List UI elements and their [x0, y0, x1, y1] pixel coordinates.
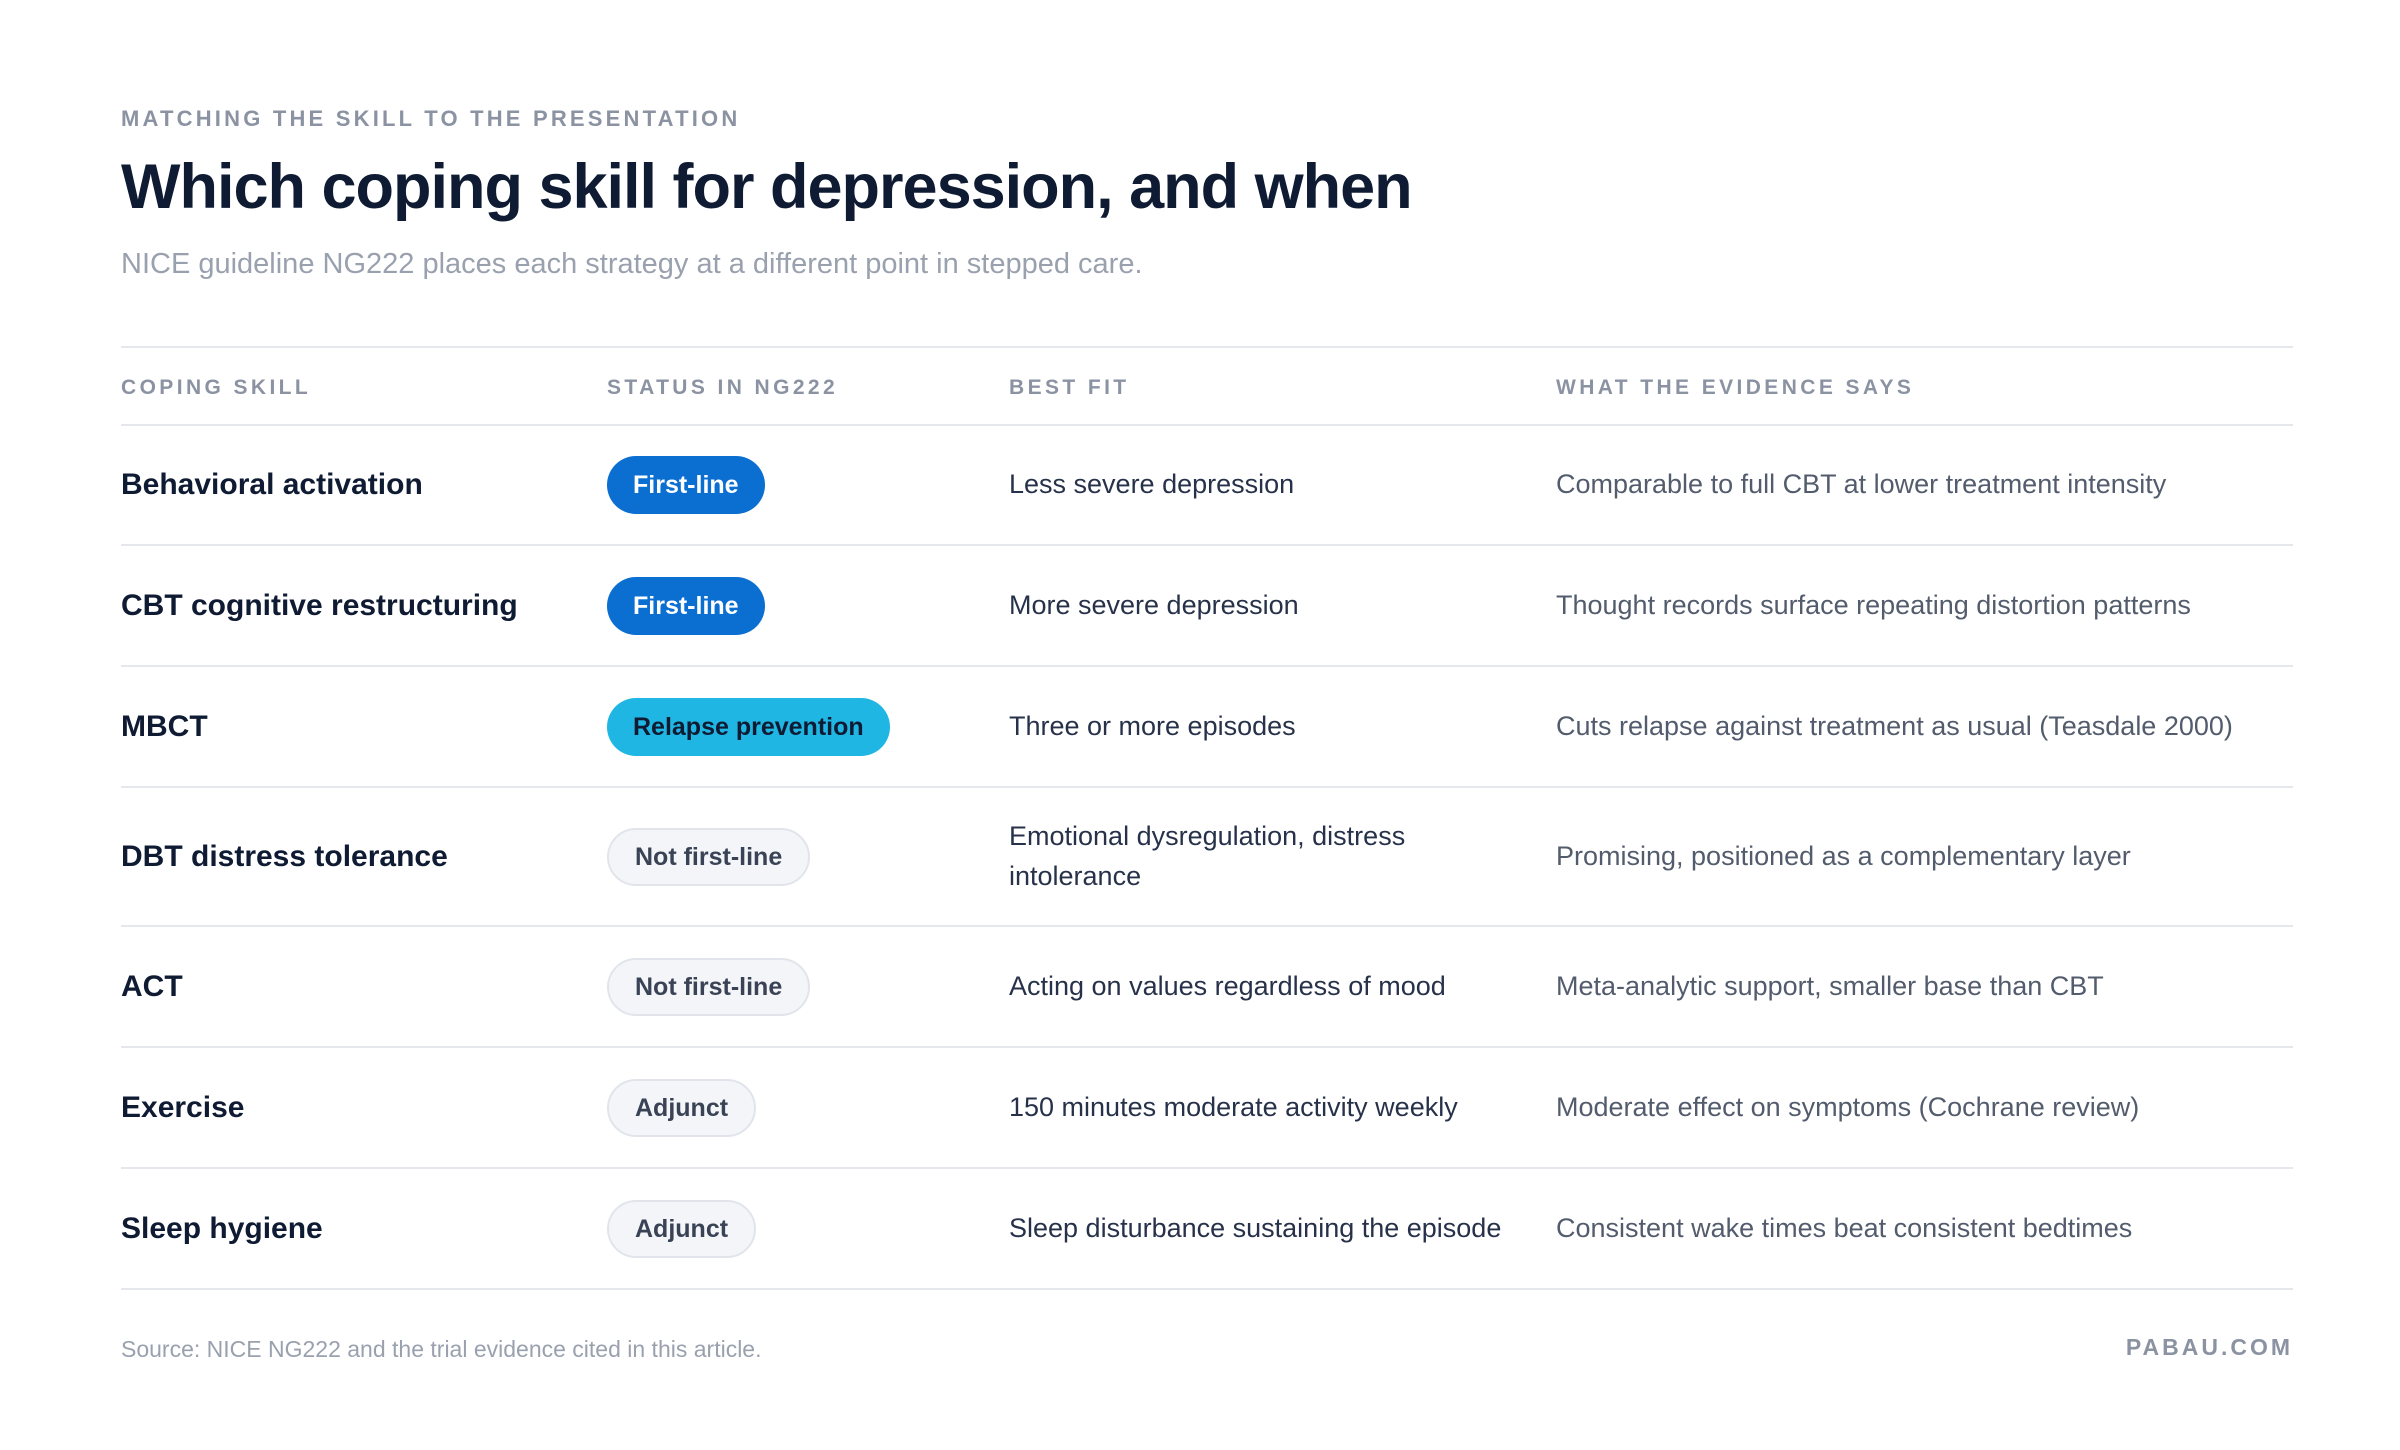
evidence: Promising, positioned as a complementary… — [1556, 840, 2131, 871]
column-header-evidence: WHAT THE EVIDENCE SAYS — [1556, 376, 1915, 399]
best-fit: 150 minutes moderate activity weekly — [1009, 1091, 1458, 1122]
evidence: Moderate effect on symptoms (Cochrane re… — [1556, 1091, 2140, 1122]
column-header-best-fit: BEST FIT — [1009, 376, 1130, 399]
evidence: Thought records surface repeating distor… — [1556, 589, 2191, 620]
best-fit: Sleep disturbance sustaining the episode — [1009, 1212, 1502, 1243]
status-badge: Not first-line — [607, 827, 811, 886]
source-note: Source: NICE NG222 and the trial evidenc… — [121, 1336, 762, 1362]
best-fit: Three or more episodes — [1009, 710, 1296, 741]
table-row: Behavioral activation First-line Less se… — [121, 426, 2293, 546]
column-header-status: STATUS IN NG222 — [607, 376, 839, 399]
page-subtitle: NICE guideline NG222 places each strateg… — [121, 248, 1143, 280]
best-fit: Less severe depression — [1009, 469, 1295, 500]
status-badge: Not first-line — [607, 957, 811, 1016]
table-row: ACT Not first-line Acting on values rega… — [121, 927, 2293, 1048]
evidence: Consistent wake times beat consistent be… — [1556, 1212, 2133, 1243]
table-row: Exercise Adjunct 150 minutes moderate ac… — [121, 1048, 2293, 1169]
skill-name: Sleep hygiene — [121, 1211, 323, 1245]
best-fit: More severe depression — [1009, 589, 1299, 620]
table-header: COPING SKILL STATUS IN NG222 BEST FIT WH… — [121, 348, 2293, 426]
table-row: MBCT Relapse prevention Three or more ep… — [121, 667, 2293, 788]
skill-name: Behavioral activation — [121, 468, 423, 501]
evidence: Cuts relapse against treatment as usual … — [1556, 710, 2233, 741]
evidence: Meta-analytic support, smaller base than… — [1556, 970, 2104, 1001]
eyebrow: MATCHING THE SKILL TO THE PRESENTATION — [121, 106, 741, 131]
evidence: Comparable to full CBT at lower treatmen… — [1556, 469, 2167, 500]
column-header-coping-skill: COPING SKILL — [121, 376, 312, 399]
status-badge: First-line — [607, 576, 765, 635]
skill-name: ACT — [121, 969, 183, 1003]
table-row: Sleep hygiene Adjunct Sleep disturbance … — [121, 1169, 2293, 1290]
table-row: CBT cognitive restructuring First-line M… — [121, 546, 2293, 667]
skill-name: MBCT — [121, 709, 208, 743]
skill-name: Exercise — [121, 1090, 245, 1124]
best-fit: Emotional dysregulation, distress intole… — [1009, 821, 1406, 891]
skill-name: CBT cognitive restructuring — [121, 588, 518, 622]
page-title: Which coping skill for depression, and w… — [121, 152, 1413, 222]
status-badge: Adjunct — [607, 1078, 757, 1137]
status-badge: First-line — [607, 456, 765, 514]
table-row: DBT distress tolerance Not first-line Em… — [121, 788, 2293, 927]
status-badge: Relapse prevention — [607, 697, 890, 756]
status-badge: Adjunct — [607, 1199, 757, 1258]
coping-skills-table: COPING SKILL STATUS IN NG222 BEST FIT WH… — [121, 346, 2293, 1290]
best-fit: Acting on values regardless of mood — [1009, 970, 1446, 1001]
brand-logo: PABAU.COM — [2125, 1334, 2293, 1360]
skill-name: DBT distress tolerance — [121, 839, 448, 873]
